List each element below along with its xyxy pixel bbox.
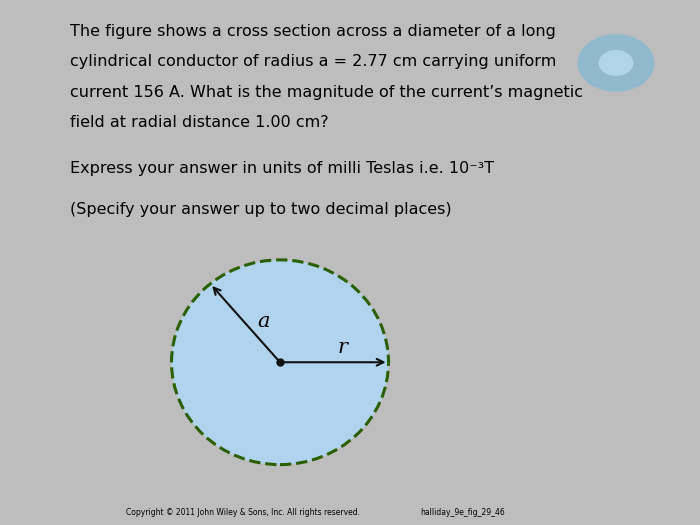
Circle shape bbox=[598, 50, 634, 76]
Text: cylindrical conductor of radius a = 2.77 cm carrying uniform: cylindrical conductor of radius a = 2.77… bbox=[70, 54, 556, 69]
Ellipse shape bbox=[172, 260, 388, 465]
Text: a: a bbox=[258, 312, 270, 331]
Text: Express your answer in units of milli Teslas i.e. 10⁻³T: Express your answer in units of milli Te… bbox=[70, 161, 494, 176]
Text: halliday_9e_fig_29_46: halliday_9e_fig_29_46 bbox=[420, 508, 505, 517]
Text: r: r bbox=[338, 338, 348, 357]
Circle shape bbox=[578, 34, 655, 92]
Text: The figure shows a cross section across a diameter of a long: The figure shows a cross section across … bbox=[70, 24, 556, 39]
Text: (Specify your answer up to two decimal places): (Specify your answer up to two decimal p… bbox=[70, 202, 452, 217]
Text: Copyright © 2011 John Wiley & Sons, Inc. All rights reserved.: Copyright © 2011 John Wiley & Sons, Inc.… bbox=[126, 508, 360, 517]
Text: field at radial distance 1.00 cm?: field at radial distance 1.00 cm? bbox=[70, 115, 328, 130]
Text: current 156 A. What is the magnitude of the current’s magnetic: current 156 A. What is the magnitude of … bbox=[70, 85, 583, 100]
